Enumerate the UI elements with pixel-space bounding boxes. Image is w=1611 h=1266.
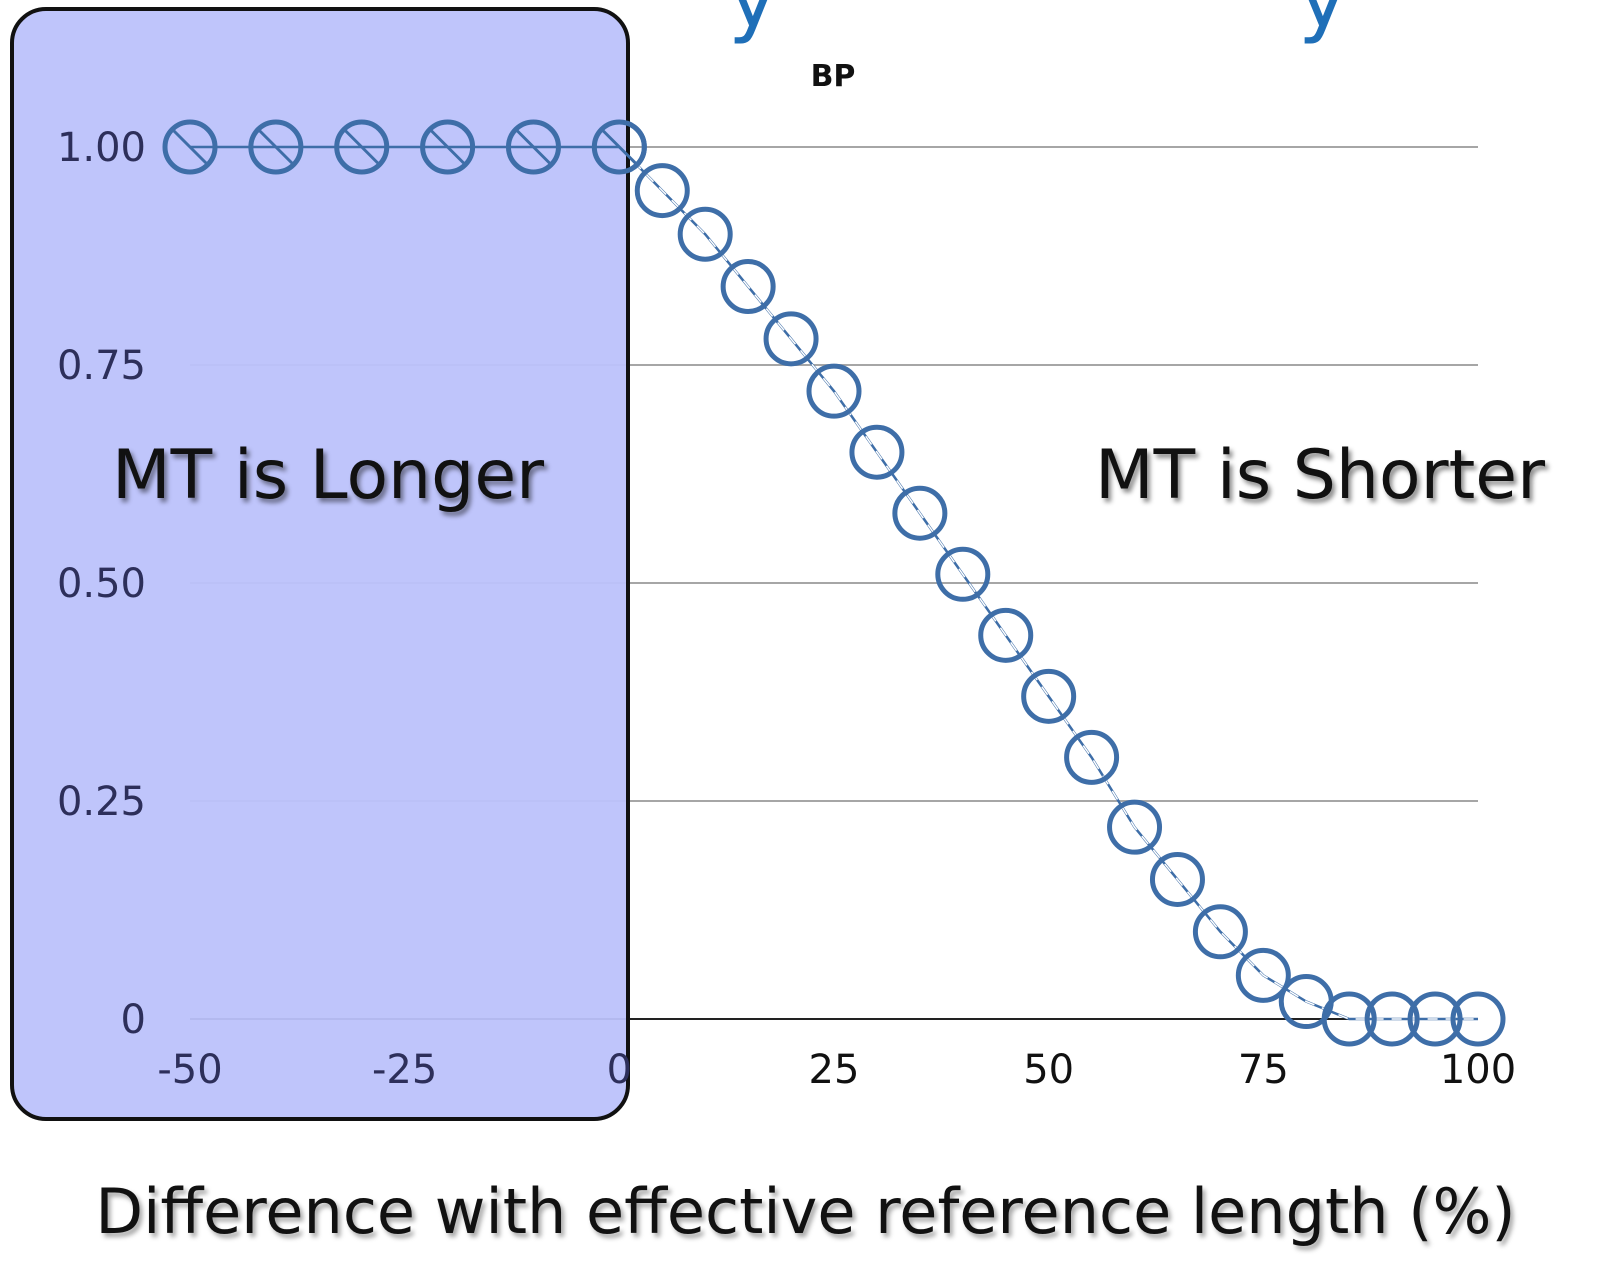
y-tick-label-2: 0.50 <box>57 561 146 607</box>
x-axis-title: Difference with effective reference leng… <box>95 1175 1516 1248</box>
data-point-25 <box>1450 991 1506 1047</box>
data-point-14 <box>978 607 1034 663</box>
axis-tick-labels: 0 0.25 0.50 0.75 1.00 -50 -25 0 25 50 75 100 <box>57 125 1516 1093</box>
cropped-title-fragment-right: y <box>1298 0 1348 46</box>
data-point-16 <box>1064 729 1120 785</box>
x-tick-label-2: 0 <box>607 1047 632 1093</box>
annotation-mt-is-shorter: MT is Shorter <box>1095 436 1546 515</box>
y-tick-label-0: 0 <box>121 997 146 1043</box>
data-point-20 <box>1235 947 1291 1003</box>
x-tick-label-1: -25 <box>372 1047 437 1093</box>
data-point-8 <box>720 259 776 315</box>
data-point-12 <box>892 485 948 541</box>
data-point-11 <box>849 424 905 480</box>
mt-longer-highlight-box <box>10 7 630 1121</box>
x-tick-label-4: 50 <box>1023 1047 1074 1093</box>
annotation-mt-is-longer: MT is Longer <box>112 436 545 515</box>
x-tick-label-6: 100 <box>1440 1047 1516 1093</box>
data-point-15 <box>1021 668 1077 724</box>
data-point-6 <box>634 163 690 219</box>
data-point-7 <box>677 206 733 262</box>
series-line-dash <box>190 146 1478 1020</box>
x-tick-label-0: -50 <box>157 1047 222 1093</box>
x-tick-label-3: 25 <box>809 1047 860 1093</box>
data-point-10 <box>806 363 862 419</box>
data-point-18 <box>1149 851 1205 907</box>
data-point-23 <box>1364 991 1420 1047</box>
data-point-24 <box>1407 991 1463 1047</box>
data-point-13 <box>935 546 991 602</box>
data-markers-overlay <box>162 119 647 175</box>
y-tick-label-4: 1.00 <box>57 125 146 171</box>
y-tick-label-1: 0.25 <box>57 779 146 825</box>
x-tick-label-5: 75 <box>1238 1047 1289 1093</box>
data-point-19 <box>1192 904 1248 960</box>
y-tick-label-3: 0.75 <box>57 343 146 389</box>
data-point-22 <box>1321 991 1377 1047</box>
cropped-title-fragment-left: y <box>728 0 778 46</box>
data-point-17 <box>1107 799 1163 855</box>
chart-title: BP <box>811 59 856 94</box>
data-point-9 <box>763 311 819 367</box>
